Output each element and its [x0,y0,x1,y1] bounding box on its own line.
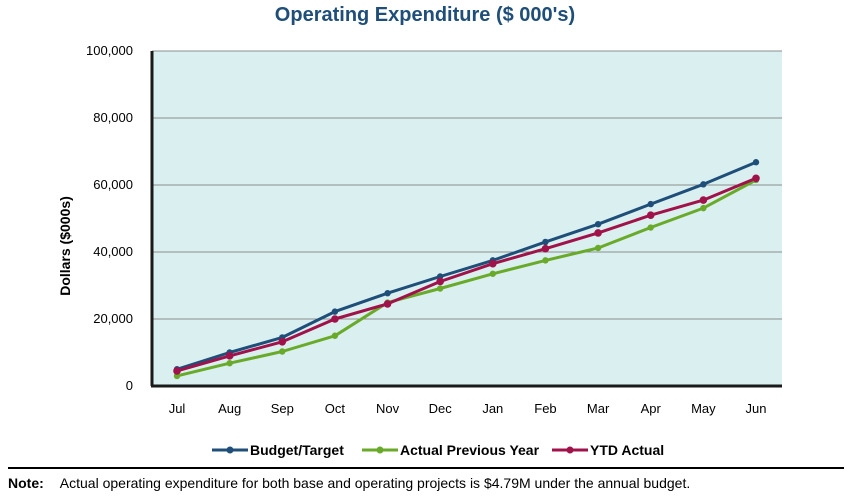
data-point [436,277,444,286]
data-point [542,257,549,264]
series-line [176,160,757,371]
data-point [699,196,708,204]
note-label: Note: [8,475,44,491]
data-point [331,332,339,339]
data-point [700,181,707,188]
data-point [542,238,549,246]
legend-label: YTD Actual [590,442,664,458]
data-point [647,200,654,208]
x-tick-label: Apr [641,401,662,416]
data-point [279,348,286,355]
x-tick-label: Mar [587,401,610,416]
data-point [647,224,654,231]
data-point [489,270,497,277]
data-point [331,308,339,315]
data-point [384,290,391,297]
data-point [594,220,602,228]
legend-swatch-marker [376,446,384,454]
series-line [176,178,757,378]
x-tick-label: May [691,401,716,416]
data-point [594,244,602,252]
data-point [541,244,550,253]
data-point [752,174,760,183]
data-point [173,367,181,375]
series-line [176,176,757,373]
data-point [383,300,392,308]
data-point [226,360,233,367]
legend-swatch-marker [226,446,234,454]
x-tick-label: Jul [169,401,186,416]
y-tick-label: 60,000 [93,177,133,192]
y-tick-label: 0 [126,378,133,393]
footnote: Note: Actual operating expenditure for bo… [8,475,690,491]
data-point [278,337,287,346]
line-chart: 0 20,000 40,000 60,000 80,000 100,000 Jul Aug S… [57,43,782,458]
x-tick-label: Nov [376,401,400,416]
note-text: Actual operating expenditure for both ba… [59,475,691,491]
data-point [225,352,234,360]
data-point [436,285,444,292]
data-point [700,204,707,212]
y-axis-label: Dollars ($000s) [57,196,73,296]
data-point [752,159,760,166]
plot-area [152,51,782,386]
x-tick-label: Dec [429,401,453,416]
x-tick-label: Aug [218,401,241,416]
data-point [594,229,602,237]
x-tick-label: Sep [271,401,294,416]
note-divider [8,467,844,469]
legend-label: Budget/Target [250,442,344,458]
legend-label: Actual Previous Year [400,442,540,458]
x-tick-label: Oct [325,401,346,416]
y-tick-label: 100,000 [86,43,133,58]
y-tick-label: 40,000 [93,244,133,259]
x-tick-label: Jan [482,401,503,416]
data-point [331,315,339,323]
data-point [489,259,497,268]
chart-title: Operating Expenditure ($ 000's) [274,4,576,26]
y-tick-label: 80,000 [93,110,133,125]
data-point [646,211,655,219]
legend-swatch-marker [566,446,574,454]
x-tick-label: Jun [746,401,767,416]
y-tick-label: 20,000 [93,311,133,326]
x-tick-label: Feb [534,401,556,416]
